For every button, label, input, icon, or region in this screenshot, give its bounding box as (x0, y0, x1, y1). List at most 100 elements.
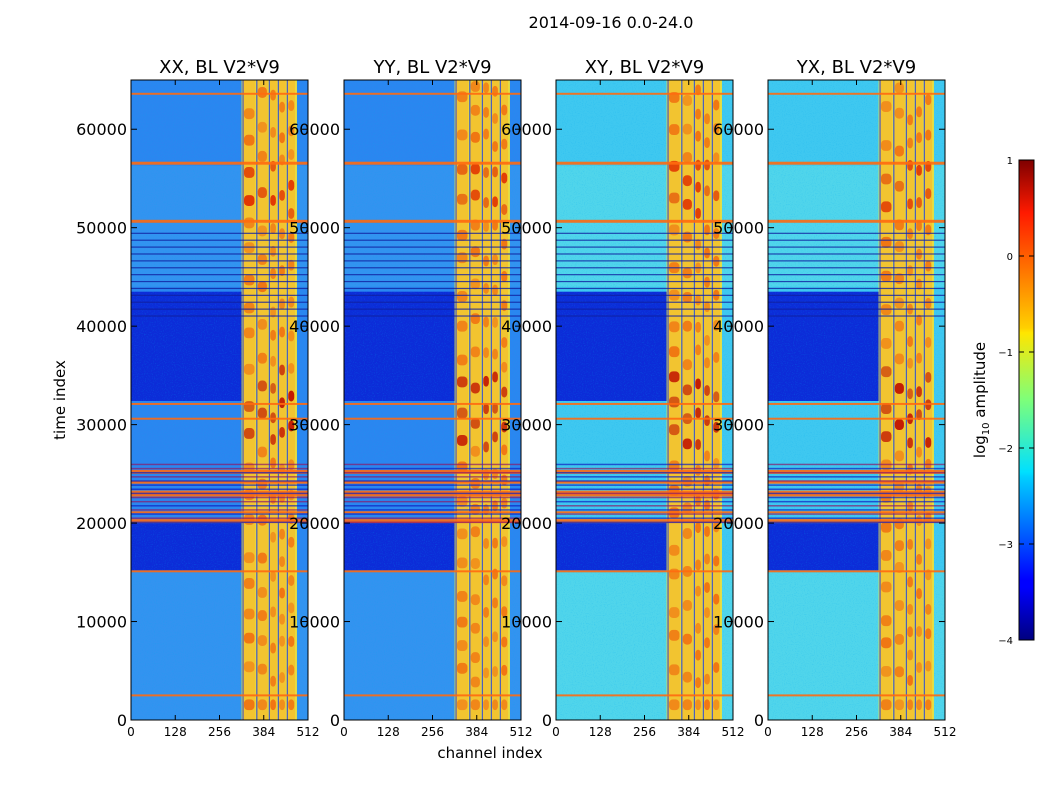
rfi-hotspot (916, 314, 922, 326)
flagged-time (344, 511, 521, 514)
y-tick-label: 50000 (76, 219, 127, 238)
rfi-hotspot (457, 376, 468, 388)
rfi-hotspot (270, 570, 276, 582)
rfi-hotspot (270, 223, 276, 234)
rfi-hotspot (470, 594, 480, 606)
rfi-hotspot (704, 113, 710, 125)
flagged-time (556, 417, 733, 420)
striped-row (131, 274, 308, 276)
rfi-hotspot (907, 649, 913, 661)
striped-row (131, 287, 308, 290)
flagged-time (131, 570, 308, 573)
rfi-hotspot (695, 378, 701, 390)
rfi-hotspot (483, 82, 489, 94)
striped-row (768, 246, 945, 248)
y-tick-label: 60000 (713, 120, 764, 139)
rfi-hotspot (669, 371, 680, 383)
rfi-channel-column (703, 80, 711, 720)
striped-row (556, 484, 733, 486)
rfi-hotspot (881, 431, 892, 443)
rfi-hotspot (270, 268, 276, 279)
y-tick-label: 10000 (713, 613, 764, 632)
striped-row (768, 517, 945, 519)
rfi-hotspot (881, 173, 892, 185)
rfi-hotspot (288, 362, 295, 374)
rfi-hotspot (470, 346, 480, 358)
striped-row (768, 315, 945, 317)
flagged-time (131, 219, 308, 223)
y-tick-label: 20000 (713, 514, 764, 533)
rfi-hotspot (713, 99, 720, 111)
rfi-hotspot (713, 320, 720, 331)
rfi-hotspot (704, 159, 710, 171)
rfi-hotspot (244, 428, 255, 439)
flagged-time (131, 519, 308, 524)
rfi-hotspot (470, 104, 480, 116)
rfi-hotspot (907, 159, 913, 171)
flagged-time (768, 519, 945, 524)
striped-row (768, 280, 945, 283)
rfi-hotspot (257, 187, 267, 198)
rfi-hotspot (894, 107, 904, 119)
rfi-hotspot (695, 585, 701, 597)
rfi-hotspot (894, 180, 904, 192)
rfi-hotspot (270, 531, 276, 543)
flagged-time (768, 694, 945, 697)
rfi-hotspot (470, 652, 480, 663)
striped-row (131, 484, 308, 486)
striped-row (131, 253, 308, 255)
striped-row (768, 308, 945, 310)
rfi-hotspot (244, 195, 255, 206)
rfi-hotspot (916, 197, 922, 208)
y-tick-label: 10000 (289, 613, 340, 632)
panel-yy: YY, BL V2*V9 0 128 256 384 512 0 10000 20000 3000… (289, 57, 532, 739)
flagged-time (556, 480, 733, 484)
rfi-hotspot (925, 188, 932, 200)
rfi-hotspot (501, 606, 508, 618)
y-tick-label: 50000 (501, 219, 552, 238)
x-tick-label: 384 (252, 725, 275, 739)
rfi-hotspot (470, 445, 480, 457)
flagged-time (344, 219, 521, 223)
rfi-hotspot (257, 407, 267, 419)
x-axis-label: channel index (437, 744, 542, 762)
rfi-hotspot (270, 434, 276, 445)
rfi-channel-column (269, 80, 277, 720)
flagged-time (768, 92, 945, 95)
rfi-hotspot (881, 550, 892, 561)
rfi-hotspot (470, 558, 480, 569)
rfi-hotspot (669, 124, 680, 136)
rfi-hotspot (483, 636, 489, 648)
striped-row (131, 232, 308, 234)
y-tick-label: 40000 (289, 317, 340, 336)
striped-row (131, 517, 308, 519)
rfi-hotspot (257, 699, 267, 711)
rfi-hotspot (907, 357, 913, 369)
x-tick-label: 512 (510, 725, 533, 739)
rfi-hotspot (881, 140, 892, 151)
rfi-hotspot (894, 353, 904, 365)
striped-row (768, 513, 945, 515)
rfi-hotspot (925, 371, 932, 383)
striped-row (768, 500, 945, 503)
rfi-hotspot (501, 138, 508, 150)
colorbar-tick-label: 1 (1007, 156, 1013, 167)
flagged-time (556, 219, 733, 223)
rfi-hotspot (894, 320, 904, 332)
striped-row (556, 253, 733, 255)
rfi-hotspot (492, 666, 498, 677)
striped-row (556, 301, 733, 303)
rfi-hotspot (470, 417, 480, 429)
rfi-hotspot (682, 384, 692, 396)
striped-row (344, 480, 521, 482)
rfi-hotspot (501, 664, 508, 676)
y-tick-label: 30000 (289, 416, 340, 435)
rfi-hotspot (894, 145, 904, 157)
rfi-hotspot (925, 603, 932, 615)
rfi-hotspot (457, 407, 468, 419)
striped-row (768, 484, 945, 486)
y-tick-label: 20000 (501, 514, 552, 533)
rfi-hotspot (894, 540, 904, 552)
rfi-hotspot (682, 671, 692, 683)
rfi-hotspot (881, 366, 892, 378)
